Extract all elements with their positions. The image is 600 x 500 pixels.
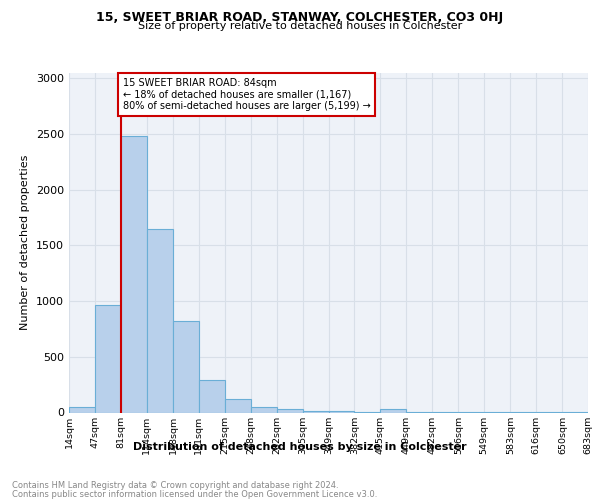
Bar bbox=[380, 409, 406, 412]
Bar bbox=[69, 407, 95, 412]
Bar bbox=[302, 411, 329, 412]
Bar bbox=[146, 228, 173, 412]
Bar bbox=[173, 321, 199, 412]
Text: 15 SWEET BRIAR ROAD: 84sqm
← 18% of detached houses are smaller (1,167)
80% of s: 15 SWEET BRIAR ROAD: 84sqm ← 18% of deta… bbox=[122, 78, 370, 112]
Text: Size of property relative to detached houses in Colchester: Size of property relative to detached ho… bbox=[138, 21, 462, 31]
Text: 15, SWEET BRIAR ROAD, STANWAY, COLCHESTER, CO3 0HJ: 15, SWEET BRIAR ROAD, STANWAY, COLCHESTE… bbox=[97, 11, 503, 24]
Text: Distribution of detached houses by size in Colchester: Distribution of detached houses by size … bbox=[133, 442, 467, 452]
Bar bbox=[95, 306, 121, 412]
Bar bbox=[251, 407, 277, 412]
Bar bbox=[277, 408, 302, 412]
Text: Contains HM Land Registry data © Crown copyright and database right 2024.: Contains HM Land Registry data © Crown c… bbox=[12, 481, 338, 490]
Bar bbox=[121, 136, 146, 412]
Bar bbox=[225, 398, 251, 412]
Text: Contains public sector information licensed under the Open Government Licence v3: Contains public sector information licen… bbox=[12, 490, 377, 499]
Y-axis label: Number of detached properties: Number of detached properties bbox=[20, 155, 31, 330]
Bar bbox=[199, 380, 225, 412]
